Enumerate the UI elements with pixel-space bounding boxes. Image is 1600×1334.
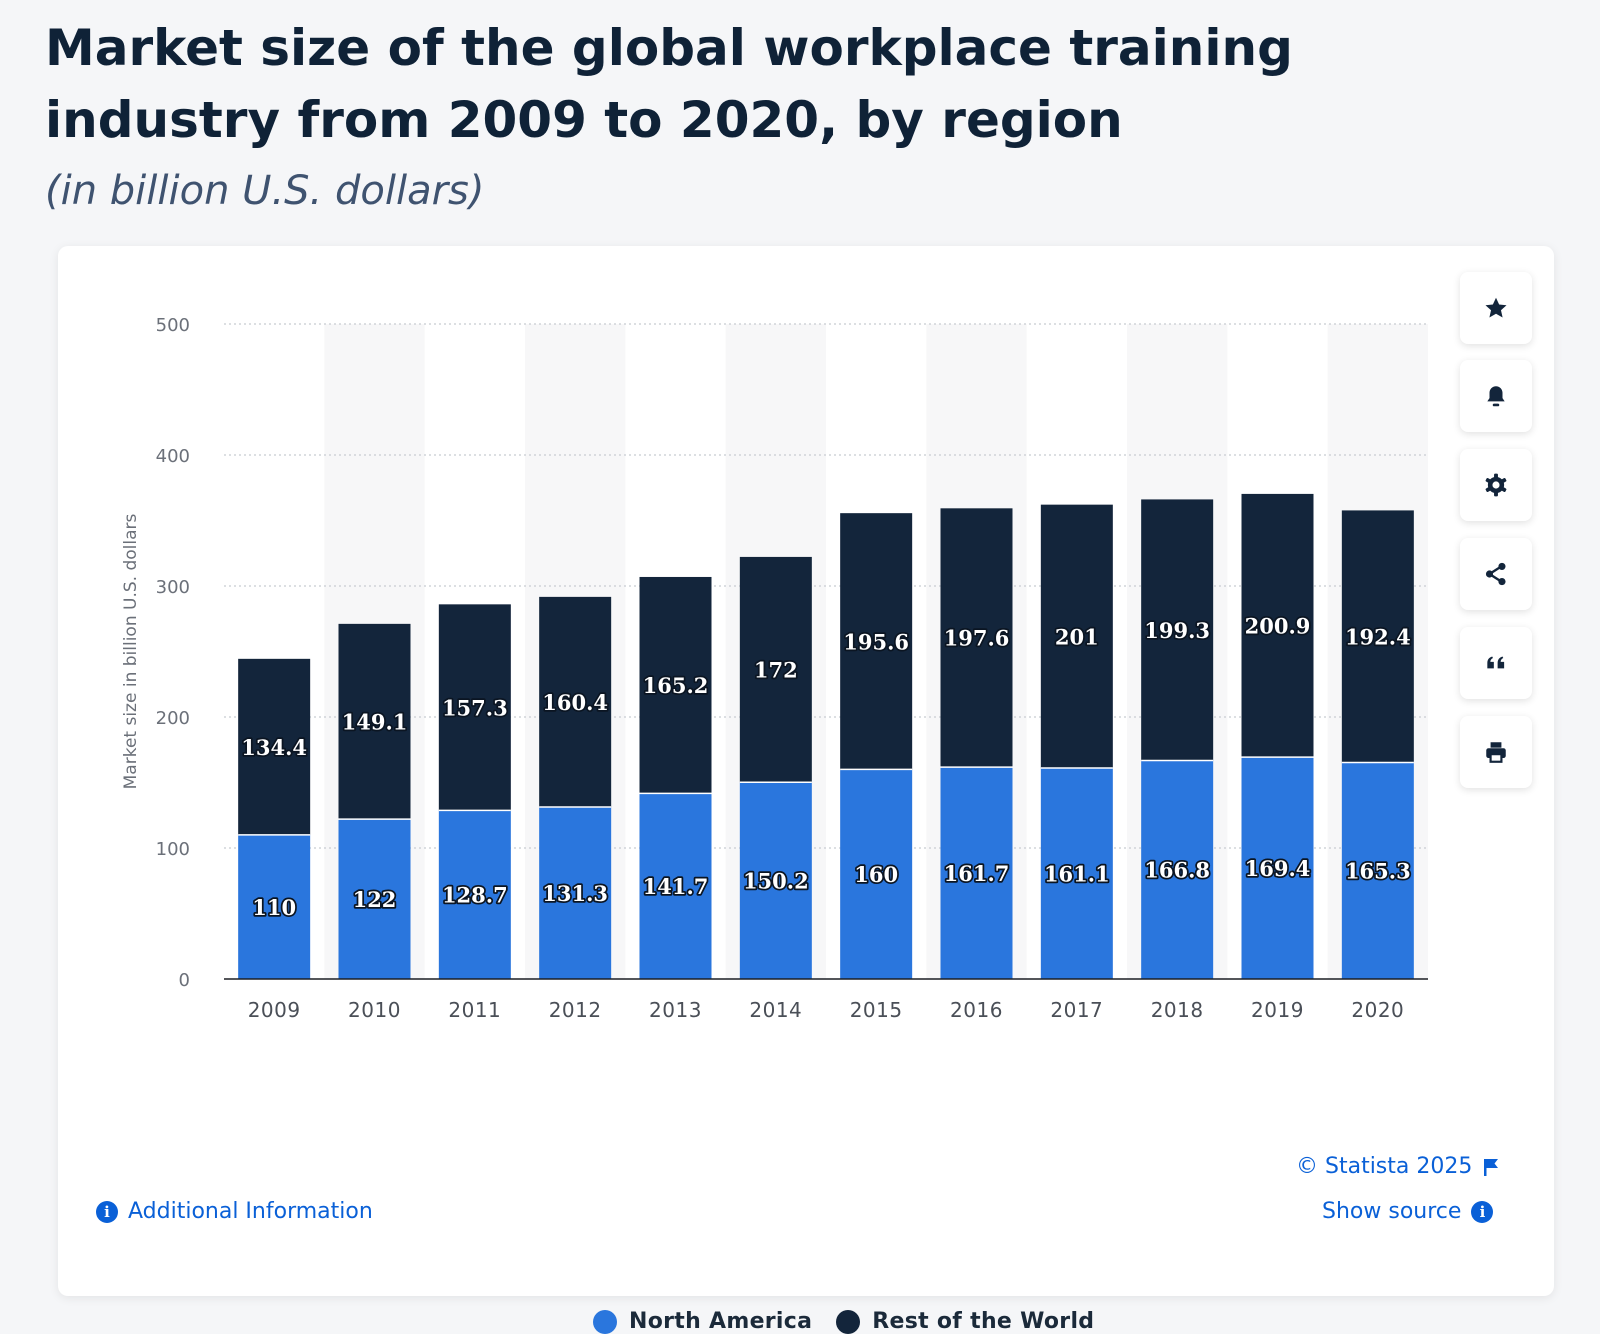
bar-north-america xyxy=(1241,757,1314,979)
data-label: 192.4 xyxy=(1345,624,1411,649)
y-tick-label: 300 xyxy=(156,577,190,598)
data-label: 150.2 xyxy=(743,869,809,894)
additional-info-label: Additional Information xyxy=(128,1199,373,1224)
favorite-button[interactable] xyxy=(1460,272,1532,344)
legend-item-north-america[interactable]: North America xyxy=(593,1309,812,1334)
bar-north-america xyxy=(639,793,712,979)
data-label: 149.1 xyxy=(342,710,408,735)
print-button[interactable] xyxy=(1460,716,1532,788)
x-tick-label: 2019 xyxy=(1251,998,1304,1022)
bar-rest-of-world xyxy=(1241,493,1314,758)
x-tick-label: 2009 xyxy=(248,998,301,1022)
bar-rest-of-world xyxy=(338,623,411,820)
y-tick-label: 500 xyxy=(156,315,190,336)
bar-north-america xyxy=(739,782,812,979)
data-label: 122 xyxy=(353,887,397,912)
bar-rest-of-world xyxy=(238,658,311,835)
chart-card: 0 100 200 300 400 500 Market size in billion U… xyxy=(58,246,1554,1334)
gear-icon xyxy=(1485,473,1507,497)
x-tick-label: 2016 xyxy=(950,998,1003,1022)
bar-rest-of-world xyxy=(1040,504,1113,768)
data-label: 160 xyxy=(854,862,898,887)
bar-rest-of-world xyxy=(1341,510,1414,763)
bar-north-america xyxy=(539,806,612,979)
info-icon: i xyxy=(1471,1200,1494,1223)
y-tick-label: 0 xyxy=(179,970,190,991)
settings-button[interactable] xyxy=(1460,449,1532,521)
x-tick-label: 2018 xyxy=(1151,998,1204,1022)
chart-subtitle: (in billion U.S. dollars) xyxy=(45,168,485,214)
bar-rest-of-world xyxy=(840,513,913,770)
x-tick-label: 2017 xyxy=(1050,998,1103,1022)
copyright-label: © Statista 2025 xyxy=(1296,1154,1473,1179)
bar-rest-of-world xyxy=(1141,499,1214,761)
data-label: 110 xyxy=(252,895,296,920)
x-tick-label: 2015 xyxy=(850,998,903,1022)
chart-plot: 0 100 200 300 400 500 Market size in billion U… xyxy=(121,315,1428,1022)
data-label: 134.4 xyxy=(241,735,307,760)
share-icon xyxy=(1485,562,1506,586)
bar-north-america xyxy=(238,834,311,979)
data-label: 201 xyxy=(1055,624,1099,649)
bar-north-america xyxy=(840,769,913,979)
data-label: 131.3 xyxy=(542,881,608,906)
legend-swatch-north-america xyxy=(593,1309,617,1334)
quote-icon xyxy=(1487,656,1505,669)
info-icon: i xyxy=(96,1200,118,1223)
show-source-label: Show source xyxy=(1322,1199,1462,1224)
data-label: 197.6 xyxy=(944,626,1010,651)
data-label: 165.2 xyxy=(643,673,709,698)
y-tick-label: 400 xyxy=(156,446,190,467)
bar-north-america xyxy=(1141,760,1214,979)
data-label: 157.3 xyxy=(442,695,508,720)
bar-rest-of-world xyxy=(739,556,812,783)
data-label: 141.7 xyxy=(643,874,709,899)
legend-label-rest-of-world: Rest of the World xyxy=(872,1309,1095,1334)
y-tick-label: 200 xyxy=(156,708,190,729)
bar-north-america xyxy=(1040,767,1113,979)
additional-info-link[interactable]: i Additional Information xyxy=(96,1199,373,1224)
x-tick-label: 2014 xyxy=(749,998,802,1022)
legend-swatch-rest-of-world xyxy=(836,1309,861,1334)
data-label: 166.8 xyxy=(1144,858,1210,883)
share-button[interactable] xyxy=(1460,538,1532,610)
data-label: 160.4 xyxy=(542,690,608,715)
bar-north-america xyxy=(438,810,511,979)
data-label: 165.3 xyxy=(1345,859,1411,884)
notification-button[interactable] xyxy=(1460,360,1532,432)
x-tick-label: 2020 xyxy=(1351,998,1404,1022)
legend-label-north-america: North America xyxy=(629,1309,813,1334)
bar-rest-of-world xyxy=(940,508,1013,768)
x-tick-label: 2012 xyxy=(549,998,602,1022)
data-label: 169.4 xyxy=(1245,856,1311,881)
star-icon xyxy=(1485,297,1507,318)
print-icon xyxy=(1486,742,1506,763)
bar-north-america xyxy=(1341,762,1414,979)
copyright-link[interactable]: © Statista 2025 xyxy=(1296,1154,1500,1179)
x-tick-label: 2013 xyxy=(649,998,702,1022)
x-tick-label: 2011 xyxy=(448,998,501,1022)
x-tick-label: 2010 xyxy=(348,998,401,1022)
flag-icon xyxy=(1484,1158,1499,1176)
show-source-link[interactable]: Show source i xyxy=(1322,1199,1494,1224)
data-label: 200.9 xyxy=(1245,613,1311,638)
bar-rest-of-world xyxy=(438,604,511,811)
bar-north-america xyxy=(338,819,411,979)
data-label: 199.3 xyxy=(1144,618,1210,643)
bar-rest-of-world xyxy=(539,596,612,807)
y-axis-label: Market size in billion U.S. dollars xyxy=(121,513,141,789)
chart-title: Market size of the global workplace trai… xyxy=(45,19,1293,149)
data-label: 195.6 xyxy=(843,629,909,654)
data-label: 161.7 xyxy=(944,861,1010,886)
bar-north-america xyxy=(940,767,1013,979)
y-tick-label: 100 xyxy=(156,839,190,860)
data-label: 172 xyxy=(754,658,798,683)
cite-button[interactable] xyxy=(1460,627,1532,699)
bell-icon xyxy=(1487,386,1505,407)
legend-item-rest-of-world[interactable]: Rest of the World xyxy=(836,1309,1094,1334)
data-label: 128.7 xyxy=(442,883,508,908)
data-label: 161.1 xyxy=(1044,861,1110,886)
chart-legend: North America Rest of the World xyxy=(593,1309,1094,1334)
bar-rest-of-world xyxy=(639,576,712,794)
